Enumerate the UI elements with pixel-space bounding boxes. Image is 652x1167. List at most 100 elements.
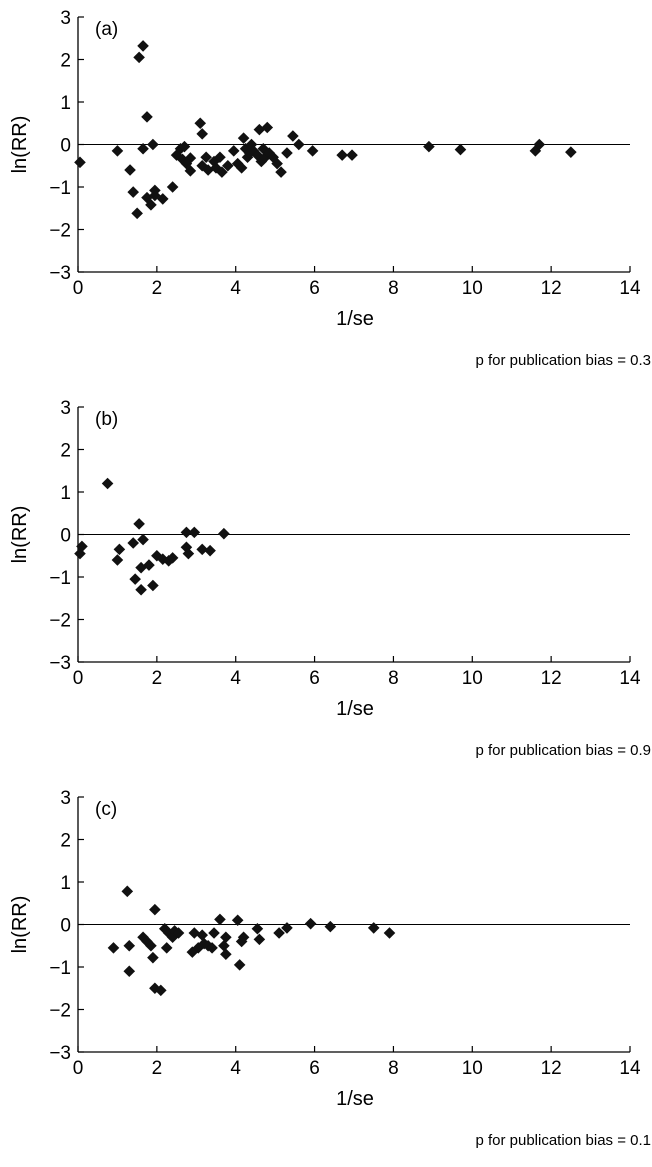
y-tick-label: 1	[60, 483, 71, 504]
data-point-diamond	[166, 931, 179, 944]
y-tick-label: −1	[49, 568, 71, 589]
data-point-diamond	[196, 929, 208, 941]
data-point-diamond	[192, 942, 205, 954]
x-tick-label: 6	[309, 278, 320, 299]
data-point-diamond	[188, 927, 201, 939]
data-point-diamond	[186, 946, 199, 958]
data-point-diamond	[149, 982, 161, 995]
y-tick-label: 2	[60, 51, 71, 72]
data-point-diamond	[123, 939, 136, 952]
x-tick-label: 4	[230, 278, 241, 299]
x-tick-label: 4	[230, 1058, 241, 1079]
y-tick-label: 1	[60, 873, 71, 894]
data-point-diamond	[137, 142, 149, 155]
data-point-diamond	[147, 579, 159, 592]
data-point-diamond	[206, 942, 218, 954]
data-point-diamond	[214, 151, 226, 164]
data-point-diamond	[196, 543, 208, 556]
data-point-diamond	[121, 885, 134, 898]
data-point-diamond	[231, 914, 244, 927]
data-point-diamond	[182, 547, 195, 560]
data-point-diamond	[235, 935, 248, 948]
data-point-diamond	[251, 922, 264, 935]
data-point-diamond	[147, 138, 159, 151]
data-point-diamond	[74, 156, 86, 169]
data-point-diamond	[271, 157, 283, 170]
x-tick-label: 12	[541, 1058, 562, 1079]
data-point-diamond	[423, 140, 435, 153]
data-point-diamond	[251, 149, 264, 161]
data-point-diamond	[135, 583, 147, 596]
data-point-diamond	[200, 151, 212, 164]
data-point-diamond	[184, 152, 197, 164]
x-tick-label: 12	[541, 278, 562, 299]
data-point-diamond	[76, 540, 88, 553]
data-point-diamond	[180, 541, 193, 554]
data-point-diamond	[454, 143, 467, 156]
data-point-diamond	[133, 518, 145, 530]
data-point-diamond	[233, 959, 246, 971]
data-point-diamond	[101, 477, 114, 490]
data-point-diamond	[133, 51, 145, 64]
data-point-diamond	[111, 554, 124, 566]
data-point-diamond	[237, 931, 250, 944]
data-point-diamond	[287, 130, 299, 142]
data-point-diamond	[346, 149, 358, 161]
y-tick-label: −3	[49, 1043, 71, 1064]
data-point-diamond	[166, 181, 179, 193]
data-point-diamond	[218, 527, 230, 540]
data-point-diamond	[172, 927, 185, 939]
data-point-diamond	[235, 162, 248, 174]
data-point-diamond	[141, 935, 153, 948]
data-point-diamond	[306, 145, 319, 157]
data-point-diamond	[135, 561, 147, 574]
x-tick-label: 8	[388, 278, 399, 299]
data-point-diamond	[204, 544, 216, 557]
y-tick-label: −2	[49, 221, 71, 242]
data-point-diamond	[533, 138, 546, 151]
x-tick-label: 0	[73, 668, 84, 689]
data-point-diamond	[145, 939, 157, 952]
y-tick-label: 2	[60, 831, 71, 852]
data-point-diamond	[220, 931, 232, 944]
data-point-diamond	[156, 193, 169, 205]
data-point-diamond	[107, 942, 120, 954]
data-point-diamond	[227, 145, 240, 157]
data-point-diamond	[259, 151, 272, 164]
data-point-diamond	[194, 117, 207, 130]
data-point-diamond	[367, 922, 380, 934]
y-axis-title: ln(RR)	[9, 116, 31, 174]
data-point-diamond	[160, 942, 173, 954]
y-tick-label: −1	[49, 178, 71, 199]
data-point-diamond	[143, 559, 155, 571]
data-point-diamond	[123, 965, 136, 978]
publication-bias-note: p for publication bias = 0.1	[475, 1132, 651, 1149]
x-tick-label: 6	[309, 668, 320, 689]
data-point-diamond	[113, 543, 126, 556]
x-tick-label: 14	[619, 278, 641, 299]
x-tick-label: 14	[619, 1058, 641, 1079]
data-point-diamond	[202, 939, 214, 952]
y-tick-label: 3	[60, 788, 71, 809]
publication-bias-note: p for publication bias = 0.3	[475, 352, 651, 369]
y-tick-label: −2	[49, 1001, 71, 1022]
y-axis-title: ln(RR)	[9, 896, 31, 954]
data-point-diamond	[168, 925, 181, 937]
x-tick-label: 6	[309, 1058, 320, 1079]
data-point-diamond	[145, 199, 157, 211]
x-tick-label: 10	[462, 278, 483, 299]
data-point-diamond	[137, 533, 149, 546]
x-tick-label: 2	[152, 668, 163, 689]
data-point-diamond	[141, 111, 153, 123]
data-point-diamond	[304, 917, 317, 930]
y-axis-title: ln(RR)	[9, 506, 31, 564]
x-tick-label: 0	[73, 1058, 84, 1079]
data-point-diamond	[253, 933, 266, 946]
y-tick-label: −1	[49, 958, 71, 979]
data-point-diamond	[208, 927, 220, 939]
x-tick-label: 10	[462, 1058, 483, 1079]
data-point-diamond	[124, 164, 136, 176]
data-point-diamond	[155, 984, 167, 997]
x-tick-label: 4	[230, 668, 241, 689]
